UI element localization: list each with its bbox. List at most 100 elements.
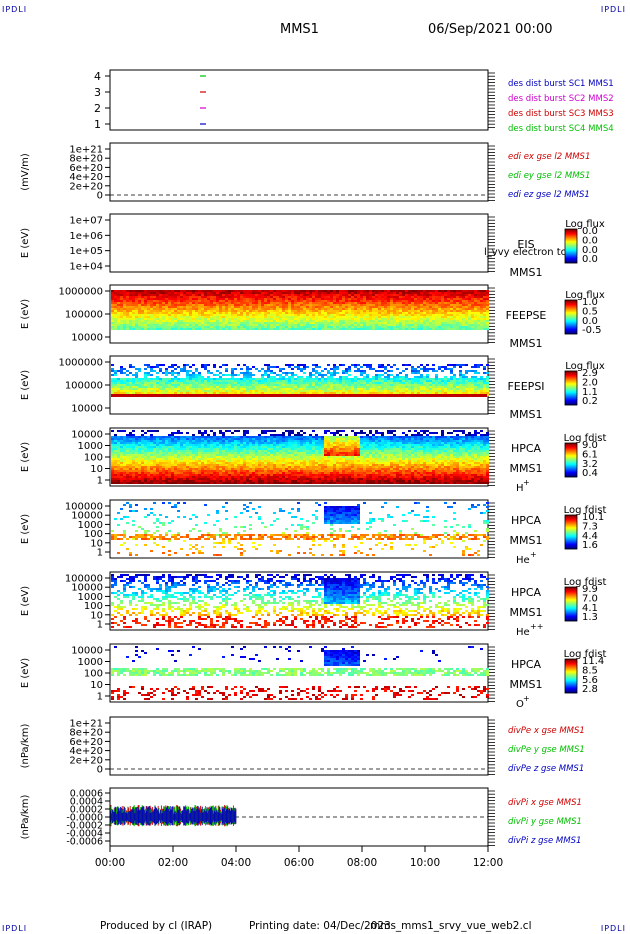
feepse-cell [120,294,123,296]
feepsi-cell [414,392,417,394]
feepse-cell [204,318,207,320]
feepse-cell [147,316,150,318]
feepse-cell [255,294,258,296]
feepsi-cell [408,392,411,394]
feepsi-cell [168,380,171,382]
feepse-cell [477,312,480,314]
feepse-cell [222,300,225,302]
feepsi-cell [225,370,228,372]
feepse-cell [330,310,333,312]
feepse-cell [369,308,372,310]
feepse-cell [351,318,354,320]
feepsi-cell [459,366,462,368]
feepse-cell [192,318,195,320]
feepse-cell [450,296,453,298]
feepsi-cell [357,386,360,388]
feepse-cell [252,314,255,316]
feepse-cell [321,324,324,326]
feepse-cell [279,318,282,320]
feepse-cell [414,324,417,326]
feepsi-cell [273,388,276,390]
feepse-cell [330,304,333,306]
feepse-cell [480,318,483,320]
feepsi-cell [351,390,354,392]
feepsi-cell [171,372,174,374]
feepse-cell [258,318,261,320]
feepsi-cell [213,374,216,376]
feepse-cell [168,300,171,302]
feepse-cell [351,304,354,306]
feepsi-cell [342,378,345,380]
feepse-cell [117,300,120,302]
feepse-cell [417,294,420,296]
feepsi-cell [342,388,345,390]
feepsi-cell [294,366,297,368]
corner-label-bottom-right: IPDLI [600,924,626,933]
feepse-cell [159,306,162,308]
feepsi-cell [429,380,432,382]
feepse-cell [147,290,150,292]
burst-legend: des dist burst SC4 MMS4 [508,124,614,134]
feepse-cell [315,310,318,312]
feepse-cell [192,328,195,330]
feepsi-cell [261,390,264,392]
feepse-cell [267,312,270,314]
feepsi-cell [417,386,420,388]
feepse-cell [354,300,357,302]
feepse-cell [330,314,333,316]
feepsi-cell [363,392,366,394]
feepse-cell [432,304,435,306]
feepsi-cell [207,384,210,386]
feepse-cell [471,292,474,294]
feepse-cell [168,324,171,326]
feepsi-cell [126,390,129,392]
feepsi-cell [162,380,165,382]
feepsi-cb-cell [565,396,577,398]
feepsi-cell [177,374,180,376]
feepse-cell [258,290,261,292]
feepse-cell [144,298,147,300]
feepse-cell [264,298,267,300]
feepse-cell [195,322,198,324]
feepse-cell [204,320,207,322]
feepse-cell [240,312,243,314]
feepse-cell [201,298,204,300]
feepse-cell [402,302,405,304]
feepsi-cell [348,374,351,376]
feepse-cell [177,302,180,304]
feepsi-cell [384,388,387,390]
feepsi-cell [393,386,396,388]
feepsi-cell [450,388,453,390]
feepse-cell [348,298,351,300]
feepse-cell [300,326,303,328]
feepsi-cb-cell [565,385,577,387]
feepsi-cell [258,386,261,388]
feepse-cell [477,302,480,304]
feepse-cell [144,320,147,322]
feepsi-cell [474,378,477,380]
feepse-cell [372,320,375,322]
feepse-cell [309,304,312,306]
feepsi-cell [438,386,441,388]
feepse-cell [222,320,225,322]
feepse-cell [279,320,282,322]
feepsi-cell [348,368,351,370]
feepse-cell [177,322,180,324]
feepsi-cell [111,364,114,366]
feepse-cell [375,324,378,326]
feepsi-cell [438,384,441,386]
feepse-cell [378,310,381,312]
feepse-cell [249,292,252,294]
eis-cb-cell [565,250,577,252]
feepse-cell [486,312,489,314]
eis-cb-cell [565,253,577,255]
feepse-cell [381,310,384,312]
hpca_h-cell [288,430,291,432]
feepse-cell [399,300,402,302]
feepse-ytick-label: 1000000 [58,287,103,298]
feepse-cell [201,318,204,320]
feepsi-cell [273,382,276,384]
feepse-cell [240,316,243,318]
feepsi-cell [402,388,405,390]
feepse-cell [366,326,369,328]
